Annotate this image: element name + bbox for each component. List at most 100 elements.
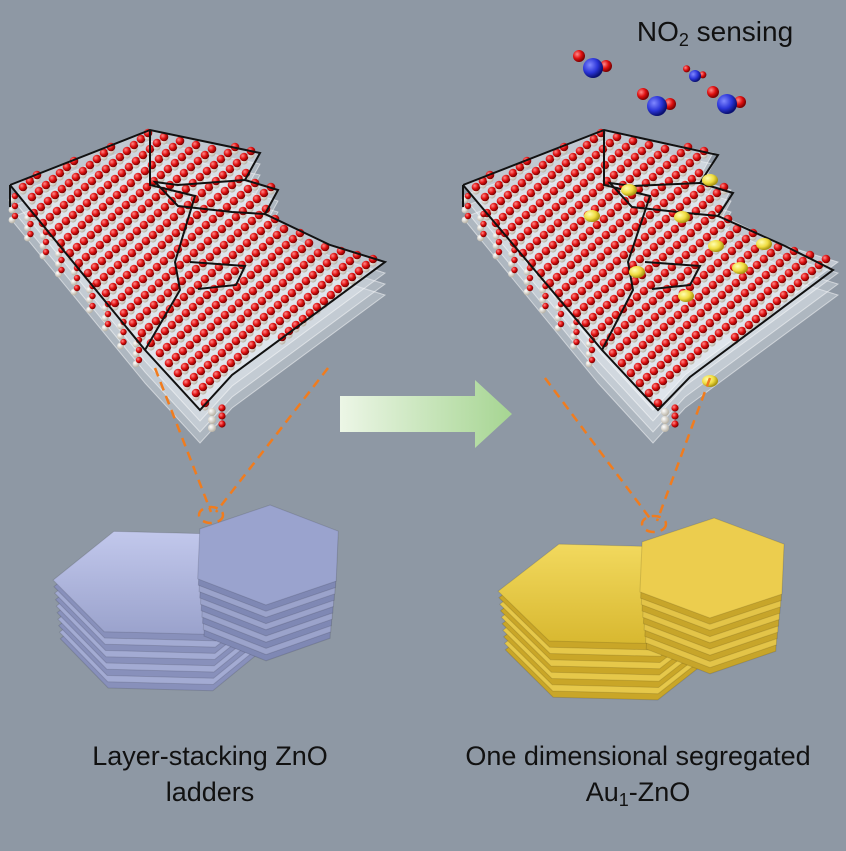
o-atom xyxy=(163,164,173,174)
o-atom xyxy=(207,144,217,154)
zoom-guide-lines xyxy=(153,367,712,534)
o-atom xyxy=(663,354,673,364)
o-atom xyxy=(296,298,306,308)
o-atom xyxy=(199,328,209,338)
o-atom xyxy=(234,174,244,184)
o-atom xyxy=(571,238,581,248)
left-caption-line-2: ladders xyxy=(165,777,255,807)
o-atom xyxy=(663,230,673,240)
o-atom xyxy=(240,222,250,232)
o-atom xyxy=(588,312,598,322)
o-atom xyxy=(682,196,692,206)
o-atom xyxy=(694,292,704,302)
o-atom xyxy=(680,304,690,314)
o-atom xyxy=(622,336,632,346)
o-atom xyxy=(650,188,660,198)
o-atom xyxy=(709,226,719,236)
o-atom xyxy=(734,96,746,108)
o-atom xyxy=(512,200,522,210)
o-atom xyxy=(164,234,174,244)
o-atom xyxy=(218,404,226,412)
o-atom xyxy=(629,206,639,216)
o-atom xyxy=(301,276,311,286)
o-atom xyxy=(684,336,694,346)
o-atom xyxy=(635,254,645,264)
o-atom xyxy=(630,152,640,162)
o-atom xyxy=(179,292,189,302)
o-atom xyxy=(737,326,747,336)
o-atom xyxy=(511,256,518,264)
o-atom xyxy=(662,284,672,294)
o-atom xyxy=(542,192,552,202)
o-atom xyxy=(526,188,536,198)
right-slab-atoms xyxy=(461,128,831,432)
o-atom xyxy=(320,242,330,252)
o-atom xyxy=(619,250,629,260)
o-atom xyxy=(200,150,210,160)
o-atom xyxy=(669,278,679,288)
o-atom xyxy=(586,296,596,306)
o-atom xyxy=(204,306,214,316)
o-atom xyxy=(798,256,808,266)
o-atom xyxy=(80,182,90,192)
o-atom xyxy=(177,152,187,162)
o-atom xyxy=(670,348,680,358)
o-atom xyxy=(562,228,572,238)
o-atom xyxy=(646,156,656,166)
o-atom xyxy=(197,312,207,322)
o-atom xyxy=(686,228,696,238)
o-atom xyxy=(643,318,653,328)
o-atom xyxy=(777,274,787,284)
o-atom xyxy=(743,250,753,260)
o-atom xyxy=(245,200,255,210)
o-atom xyxy=(75,204,85,214)
o-atom xyxy=(201,220,211,230)
o-atom xyxy=(262,274,272,284)
o-atom xyxy=(573,50,585,62)
o-atom xyxy=(247,216,257,226)
o-atom xyxy=(687,174,697,184)
o-atom xyxy=(543,262,553,272)
o-atom xyxy=(120,328,127,336)
o-atom xyxy=(176,330,186,340)
au-atom xyxy=(584,210,600,222)
o-atom xyxy=(222,202,232,212)
o-atom xyxy=(588,356,596,364)
n-atom xyxy=(717,94,737,114)
o-atom xyxy=(509,238,519,248)
o-atom xyxy=(662,160,672,170)
o-atom xyxy=(79,236,89,246)
o-atom xyxy=(129,264,139,274)
o-atom xyxy=(85,160,95,170)
o-atom xyxy=(269,268,279,278)
o-atom xyxy=(576,216,586,226)
o-atom xyxy=(164,358,174,368)
o-atom xyxy=(182,378,192,388)
o-atom xyxy=(242,238,252,248)
o-atom xyxy=(495,248,503,256)
o-atom xyxy=(308,270,318,280)
o-atom xyxy=(700,340,710,350)
o-atom xyxy=(665,246,675,256)
o-atom xyxy=(524,172,534,182)
o-atom xyxy=(317,280,327,290)
o-atom xyxy=(259,188,269,198)
o-atom xyxy=(496,196,506,206)
o-atom xyxy=(170,158,180,168)
o-atom xyxy=(55,168,65,178)
o-atom xyxy=(184,146,194,156)
o-atom xyxy=(575,146,585,156)
o-atom xyxy=(169,336,179,346)
o-atom xyxy=(103,180,113,190)
o-atom xyxy=(163,288,173,298)
o-atom xyxy=(361,260,371,270)
o-atom xyxy=(131,156,141,166)
right-caption-line-2: Au1-ZnO xyxy=(430,774,846,810)
o-atom xyxy=(253,264,263,274)
o-atom xyxy=(258,242,268,252)
o-atom xyxy=(660,144,670,154)
o-atom xyxy=(734,240,744,250)
o-atom xyxy=(564,244,574,254)
o-atom xyxy=(326,290,336,300)
o-atom xyxy=(772,296,782,306)
